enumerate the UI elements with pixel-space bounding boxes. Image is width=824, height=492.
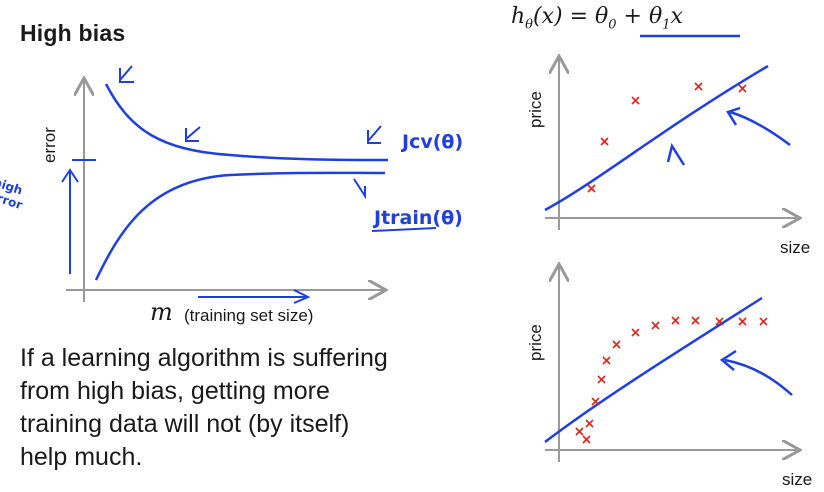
data-point	[671, 316, 680, 325]
jtrain-underline	[371, 227, 437, 232]
data-point	[591, 397, 600, 406]
formula-theta-sub: θ	[525, 17, 533, 33]
data-point	[631, 96, 640, 105]
m-axis-label: m	[150, 298, 173, 326]
data-point	[600, 137, 609, 146]
data-point	[651, 321, 660, 330]
data-point	[738, 84, 747, 93]
bottom-plot-arrow-curve	[719, 349, 793, 396]
data-point	[587, 184, 596, 193]
arrow-jcv-end	[367, 125, 382, 144]
formula-xvar: x	[670, 4, 683, 29]
data-point	[612, 340, 621, 349]
top-plot-points	[587, 82, 747, 193]
top-plot-arrow-curve	[726, 106, 791, 147]
paragraph-line: training data will not (by itself)	[20, 410, 350, 438]
error-axis-label: error	[40, 127, 59, 163]
formula-sub0: 0	[608, 17, 617, 33]
data-point	[585, 419, 594, 428]
top-plot-price-label: price	[526, 91, 545, 128]
data-point	[582, 435, 591, 444]
arrow-curve-start	[119, 65, 134, 83]
top-plot-fit-line	[544, 64, 769, 212]
data-point	[597, 375, 606, 384]
jcv-curve	[104, 83, 389, 162]
data-point	[715, 317, 724, 326]
data-point	[631, 328, 640, 337]
formula-h: h	[511, 4, 526, 29]
high-error-arrow	[61, 168, 79, 274]
data-point	[759, 317, 768, 326]
hypothesis-formula: hθ(x) = θ0 + θ1x	[511, 4, 683, 32]
data-point	[694, 82, 703, 91]
jcv-label: Jcv(θ)	[402, 131, 464, 153]
bottom-plot-price-label: price	[526, 324, 545, 361]
paragraph-line: help much.	[20, 443, 143, 471]
data-point	[602, 356, 611, 365]
bottom-plot-fit-line	[544, 296, 763, 443]
top-plot-arrow-line	[666, 142, 686, 166]
data-point	[575, 427, 584, 436]
data-point	[738, 317, 747, 326]
jtrain-curve	[94, 171, 386, 281]
formula-plus: + θ	[616, 4, 663, 29]
bottom-plot-size-label: size	[782, 470, 813, 489]
formula-sub1: 1	[662, 17, 671, 33]
jtrain-label: Jtrain(θ)	[374, 207, 463, 229]
data-point	[691, 316, 700, 325]
training-set-size-label: (training set size)	[184, 306, 314, 325]
explanation-paragraph: If a learning algorithm is suffering fro…	[20, 342, 458, 474]
m-arrow	[198, 289, 311, 304]
bottom-plot-points	[575, 316, 768, 444]
slide-title: High bias	[20, 20, 126, 46]
paragraph-line: If a learning algorithm is suffering	[20, 344, 388, 372]
paragraph-line: from high bias, getting more	[20, 377, 330, 405]
formula-eq: (x) = θ	[533, 4, 609, 29]
arrow-jtrain-end	[353, 178, 366, 200]
top-plot-size-label: size	[780, 238, 811, 257]
arrow-jcv-mid	[185, 126, 201, 142]
